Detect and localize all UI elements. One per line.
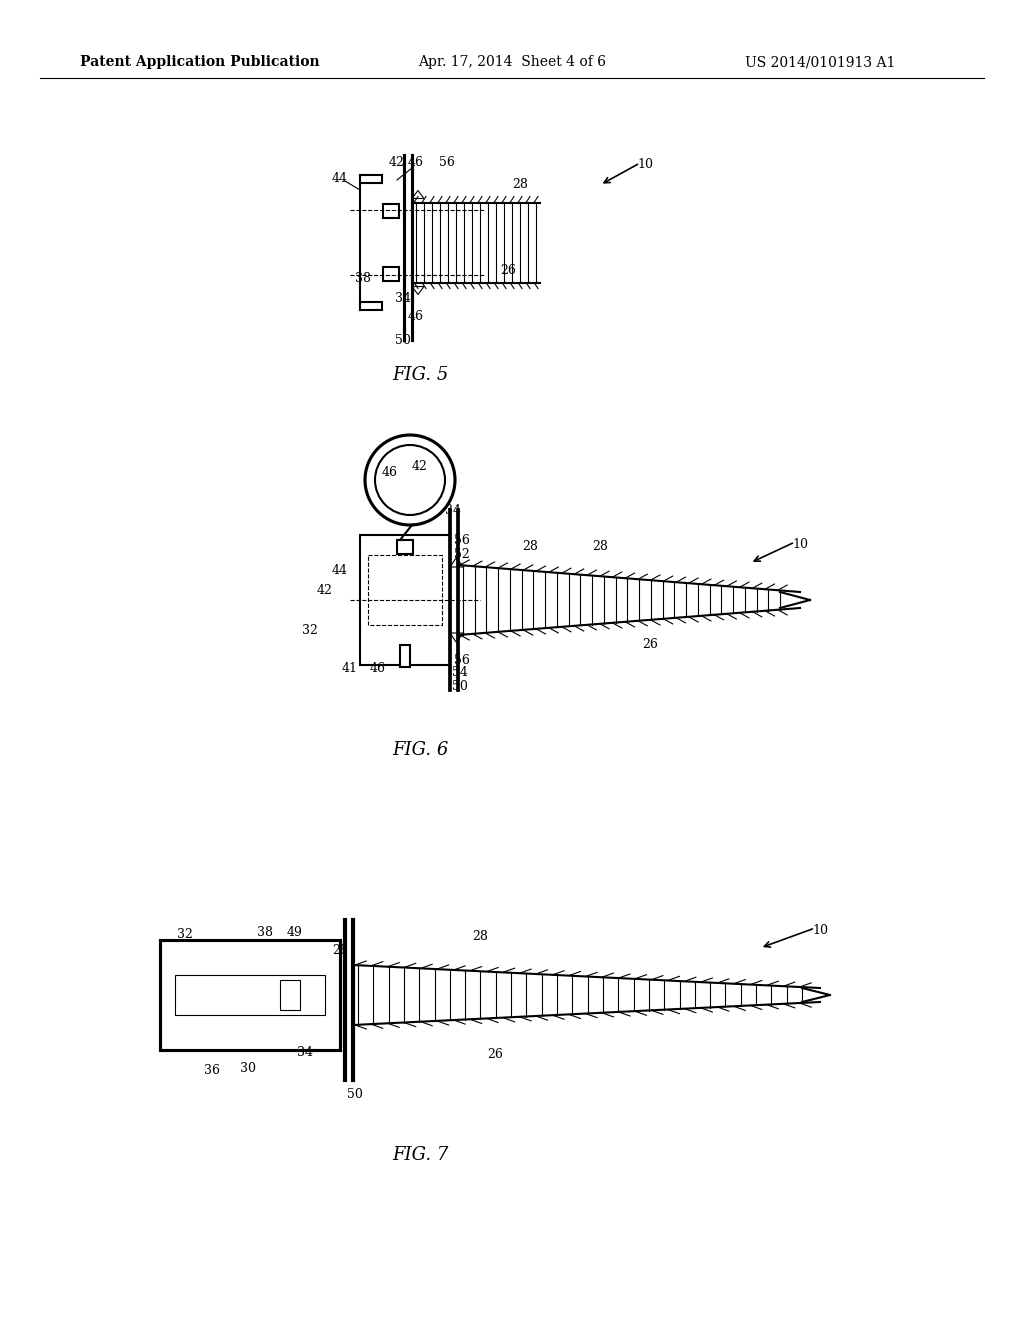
Text: Apr. 17, 2014  Sheet 4 of 6: Apr. 17, 2014 Sheet 4 of 6 [418, 55, 606, 69]
Text: 44: 44 [332, 564, 348, 577]
Text: 50: 50 [347, 1089, 362, 1101]
Polygon shape [412, 190, 424, 198]
Text: 10: 10 [637, 158, 653, 172]
Bar [383, 267, 399, 281]
Text: 34: 34 [297, 1045, 313, 1059]
Text: 50: 50 [452, 680, 468, 693]
Text: 46: 46 [370, 661, 386, 675]
Text: Patent Application Publication: Patent Application Publication [80, 55, 319, 69]
Bar [175, 975, 325, 1015]
Text: 46: 46 [408, 309, 424, 322]
Polygon shape [450, 558, 464, 568]
Text: 28: 28 [472, 929, 488, 942]
Text: 28: 28 [332, 944, 348, 957]
Text: 56: 56 [454, 533, 470, 546]
Text: 56: 56 [439, 156, 455, 169]
Text: 42: 42 [412, 459, 428, 473]
Text: 36: 36 [204, 1064, 220, 1077]
Polygon shape [412, 286, 424, 294]
Text: 10: 10 [792, 539, 808, 552]
Text: 30: 30 [240, 1061, 256, 1074]
Text: FIG. 7: FIG. 7 [392, 1146, 449, 1164]
Polygon shape [450, 634, 464, 642]
Bar [397, 540, 413, 554]
Text: 34: 34 [445, 503, 461, 516]
Text: 26: 26 [642, 639, 658, 652]
Text: 56: 56 [454, 653, 470, 667]
Text: US 2014/0101913 A1: US 2014/0101913 A1 [744, 55, 895, 69]
Text: 46: 46 [382, 466, 398, 479]
Text: 50: 50 [395, 334, 411, 346]
Bar [400, 645, 410, 667]
Bar [160, 940, 340, 1049]
Text: 10: 10 [812, 924, 828, 936]
Text: 32: 32 [302, 623, 317, 636]
Bar [360, 535, 450, 665]
Bar [280, 979, 300, 1010]
Text: FIG. 6: FIG. 6 [392, 741, 449, 759]
Text: 46: 46 [408, 157, 424, 169]
Text: 28: 28 [512, 178, 528, 191]
Text: 41: 41 [342, 661, 358, 675]
Text: 52: 52 [454, 549, 470, 561]
Bar [368, 554, 442, 624]
Text: 28: 28 [522, 540, 538, 553]
Text: 38: 38 [257, 925, 273, 939]
Text: FIG. 5: FIG. 5 [392, 366, 449, 384]
Text: 49: 49 [287, 925, 303, 939]
Bar [383, 205, 399, 218]
Text: 32: 32 [177, 928, 193, 941]
Text: 54: 54 [452, 665, 468, 678]
Text: 26: 26 [500, 264, 516, 276]
Text: 34: 34 [395, 292, 411, 305]
Text: 38: 38 [355, 272, 371, 285]
Text: 28: 28 [592, 540, 608, 553]
Text: 42: 42 [317, 583, 333, 597]
Text: 42: 42 [389, 157, 404, 169]
Text: 26: 26 [487, 1048, 503, 1061]
Text: 44: 44 [332, 172, 348, 185]
